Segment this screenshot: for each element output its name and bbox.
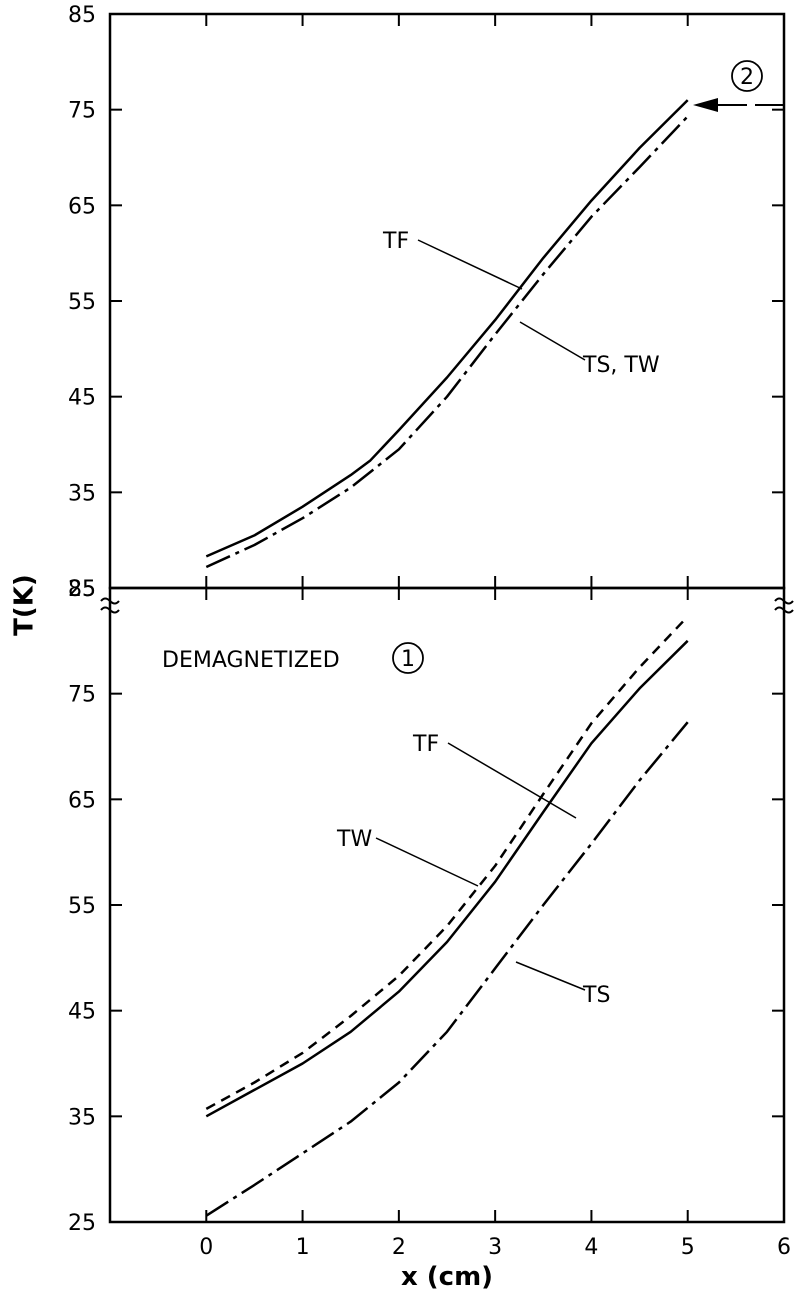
bottom-annotations: DEMAGNETIZED 1 TF TW TS	[162, 642, 610, 1008]
top-y-tick-label: 45	[68, 386, 96, 411]
top-y-tick-label: 35	[68, 481, 96, 506]
x-tick-label: 1	[296, 1235, 310, 1260]
circle-2-label: 2	[740, 65, 754, 90]
series-layer	[205, 99, 689, 1217]
top-y-tick-label: 65	[68, 194, 96, 219]
axes-frame	[108, 12, 786, 1224]
top-leader-tf	[417, 239, 523, 290]
axis-break-marks	[100, 597, 794, 614]
top-y-tick-label: 75	[68, 99, 96, 124]
bottom-leader-ts	[515, 961, 586, 991]
x-tick-label: 5	[681, 1235, 695, 1260]
x-tick-label: 0	[199, 1235, 213, 1260]
bottom-y-tick-label: 65	[68, 788, 96, 813]
top-annotations: TF TS, TW 2	[382, 60, 785, 378]
bottom-y-tick-label: 35	[68, 1105, 96, 1130]
x-axis-title: x (cm)	[401, 1262, 493, 1292]
circle-1-marker	[392, 642, 424, 674]
bottom-y-tick-label: 55	[68, 894, 96, 919]
top-leader-ts-tw	[519, 321, 586, 361]
arrow-2-head	[693, 98, 718, 112]
circle-1-label: 1	[401, 647, 415, 672]
axis-break-left	[100, 597, 120, 614]
bottom-panel-frame	[108, 586, 786, 1224]
top-label-ts-tw: TS, TW	[582, 353, 660, 378]
demagnetized-label: DEMAGNETIZED	[162, 648, 340, 673]
bottom-series-tw	[205, 639, 689, 1118]
top-label-tf: TF	[382, 229, 409, 254]
bottom-leader-tf	[447, 742, 577, 819]
top-y-tick-label: 85	[68, 3, 96, 28]
bottom-y-tick-label: 25	[68, 1211, 96, 1236]
bottom-label-tf: TF	[412, 732, 439, 757]
bottom-y-tick-label: 85	[68, 577, 96, 602]
bottom-leader-tw	[375, 837, 479, 887]
bottom-label-tw: TW	[336, 827, 372, 852]
x-tick-label: 4	[584, 1235, 598, 1260]
top-series-tf	[205, 99, 689, 558]
x-tick-label: 3	[488, 1235, 502, 1260]
bottom-series-ts	[205, 721, 689, 1217]
ticks-layer	[110, 13, 785, 1223]
axis-break-right	[774, 597, 794, 614]
bottom-y-tick-label: 75	[68, 683, 96, 708]
top-y-tick-label: 25	[68, 577, 96, 602]
y-axis-title: T(K)	[10, 574, 40, 636]
bottom-label-ts: TS	[582, 983, 610, 1008]
top-panel-frame	[108, 12, 786, 590]
x-tick-label: 2	[392, 1235, 406, 1260]
top-y-tick-label: 55	[68, 290, 96, 315]
top-series-ts-tw	[205, 115, 689, 569]
x-tick-label: 6	[777, 1235, 791, 1260]
bottom-series-tf	[205, 615, 689, 1110]
circle-2-marker	[731, 60, 763, 92]
bottom-y-tick-label: 45	[68, 1000, 96, 1025]
